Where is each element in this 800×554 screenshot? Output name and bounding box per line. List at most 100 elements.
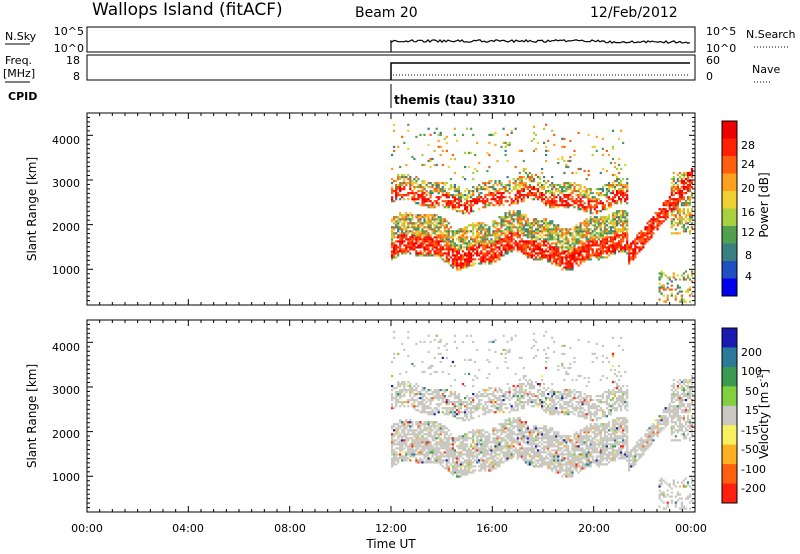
velocity-cell bbox=[484, 411, 487, 414]
power-cell bbox=[520, 246, 523, 249]
power-cell bbox=[607, 244, 611, 247]
power-cell bbox=[453, 264, 456, 267]
power-cell bbox=[650, 226, 653, 229]
power-cell bbox=[470, 210, 473, 213]
velocity-cell bbox=[433, 451, 436, 454]
power-cell bbox=[589, 220, 592, 223]
velocity-cell bbox=[496, 445, 499, 448]
power-cell bbox=[476, 228, 479, 231]
power-cell bbox=[605, 220, 608, 223]
power-cell bbox=[571, 248, 574, 251]
power-cell bbox=[622, 194, 625, 197]
velocity-cell bbox=[445, 467, 448, 470]
power-cell bbox=[611, 184, 615, 187]
velocity-cell bbox=[451, 403, 454, 406]
power-cell bbox=[468, 192, 471, 195]
power-cell bbox=[453, 133, 456, 136]
velocity-cell bbox=[427, 459, 430, 462]
power-cell bbox=[632, 242, 635, 245]
velocity-cell bbox=[403, 387, 406, 390]
power-cell bbox=[441, 192, 444, 195]
power-cell bbox=[470, 246, 473, 249]
power-cell bbox=[636, 246, 639, 249]
power-cell bbox=[492, 260, 495, 263]
power-cell bbox=[437, 240, 440, 243]
power-cell bbox=[405, 246, 408, 249]
power-cell bbox=[561, 190, 564, 193]
power-cell bbox=[587, 169, 590, 173]
power-cell bbox=[682, 171, 685, 175]
power-cell bbox=[514, 202, 517, 205]
power-cell bbox=[482, 244, 485, 247]
power-cell bbox=[401, 248, 404, 251]
power-cell bbox=[439, 252, 442, 255]
power-cell bbox=[466, 200, 469, 203]
velocity-cell bbox=[494, 453, 497, 456]
power-cell bbox=[591, 206, 594, 209]
power-cell bbox=[660, 272, 663, 275]
power-cell bbox=[498, 198, 501, 201]
power-cell bbox=[534, 238, 538, 241]
power-cell bbox=[611, 173, 615, 177]
power-cell bbox=[500, 222, 503, 225]
power-cell bbox=[553, 226, 556, 229]
power-cell bbox=[472, 186, 475, 189]
velocity-cell bbox=[417, 433, 420, 436]
power-cell bbox=[510, 248, 513, 251]
power-cell bbox=[457, 246, 461, 249]
velocity-cell bbox=[496, 397, 499, 400]
power-cell bbox=[516, 246, 519, 249]
power-cell bbox=[451, 153, 454, 157]
velocity-cell bbox=[461, 403, 465, 406]
power-cell bbox=[415, 216, 418, 219]
power-cell bbox=[587, 250, 590, 253]
power-cell bbox=[599, 252, 602, 255]
power-cell bbox=[403, 194, 406, 197]
power-cell bbox=[569, 234, 572, 237]
power-cell bbox=[494, 182, 497, 185]
power-cell bbox=[575, 200, 578, 203]
velocity-cell bbox=[431, 397, 434, 400]
power-cell bbox=[453, 256, 456, 259]
power-cell bbox=[482, 256, 485, 259]
power-cell bbox=[684, 204, 688, 207]
power-cell bbox=[478, 208, 481, 211]
power-cell bbox=[464, 202, 467, 205]
power-cell bbox=[611, 129, 615, 132]
power-cell bbox=[409, 214, 412, 217]
power-cell bbox=[613, 242, 617, 245]
power-cell bbox=[480, 232, 483, 235]
velocity-cell bbox=[445, 389, 448, 392]
power-cell bbox=[461, 256, 465, 259]
power-cell bbox=[549, 184, 552, 187]
velocity-cell bbox=[409, 391, 412, 394]
power-cell bbox=[457, 258, 461, 261]
power-cell bbox=[421, 252, 424, 255]
power-cell bbox=[565, 240, 568, 243]
velocity-cell bbox=[407, 433, 410, 436]
power-cell bbox=[457, 252, 461, 255]
velocity-cell bbox=[399, 405, 402, 408]
velocity-cell bbox=[490, 467, 493, 470]
power-cell bbox=[447, 252, 450, 255]
power-cell bbox=[441, 163, 444, 167]
power-cell bbox=[437, 202, 440, 205]
power-cell bbox=[466, 127, 469, 130]
power-cell bbox=[498, 234, 501, 237]
power-cell bbox=[403, 173, 406, 177]
power-cell bbox=[536, 252, 540, 255]
velocity-cell bbox=[419, 401, 422, 404]
power-cell bbox=[587, 200, 590, 203]
power-cell bbox=[464, 264, 467, 267]
power-cell bbox=[439, 153, 442, 157]
velocity-cell bbox=[441, 399, 444, 402]
velocity-cell bbox=[449, 391, 452, 394]
power-cell bbox=[581, 234, 584, 237]
power-cell bbox=[551, 230, 554, 233]
velocity-cell bbox=[488, 372, 491, 376]
power-cell bbox=[482, 234, 485, 237]
velocity-cell bbox=[433, 397, 436, 400]
power-cell bbox=[662, 214, 665, 217]
power-cell bbox=[502, 244, 505, 247]
